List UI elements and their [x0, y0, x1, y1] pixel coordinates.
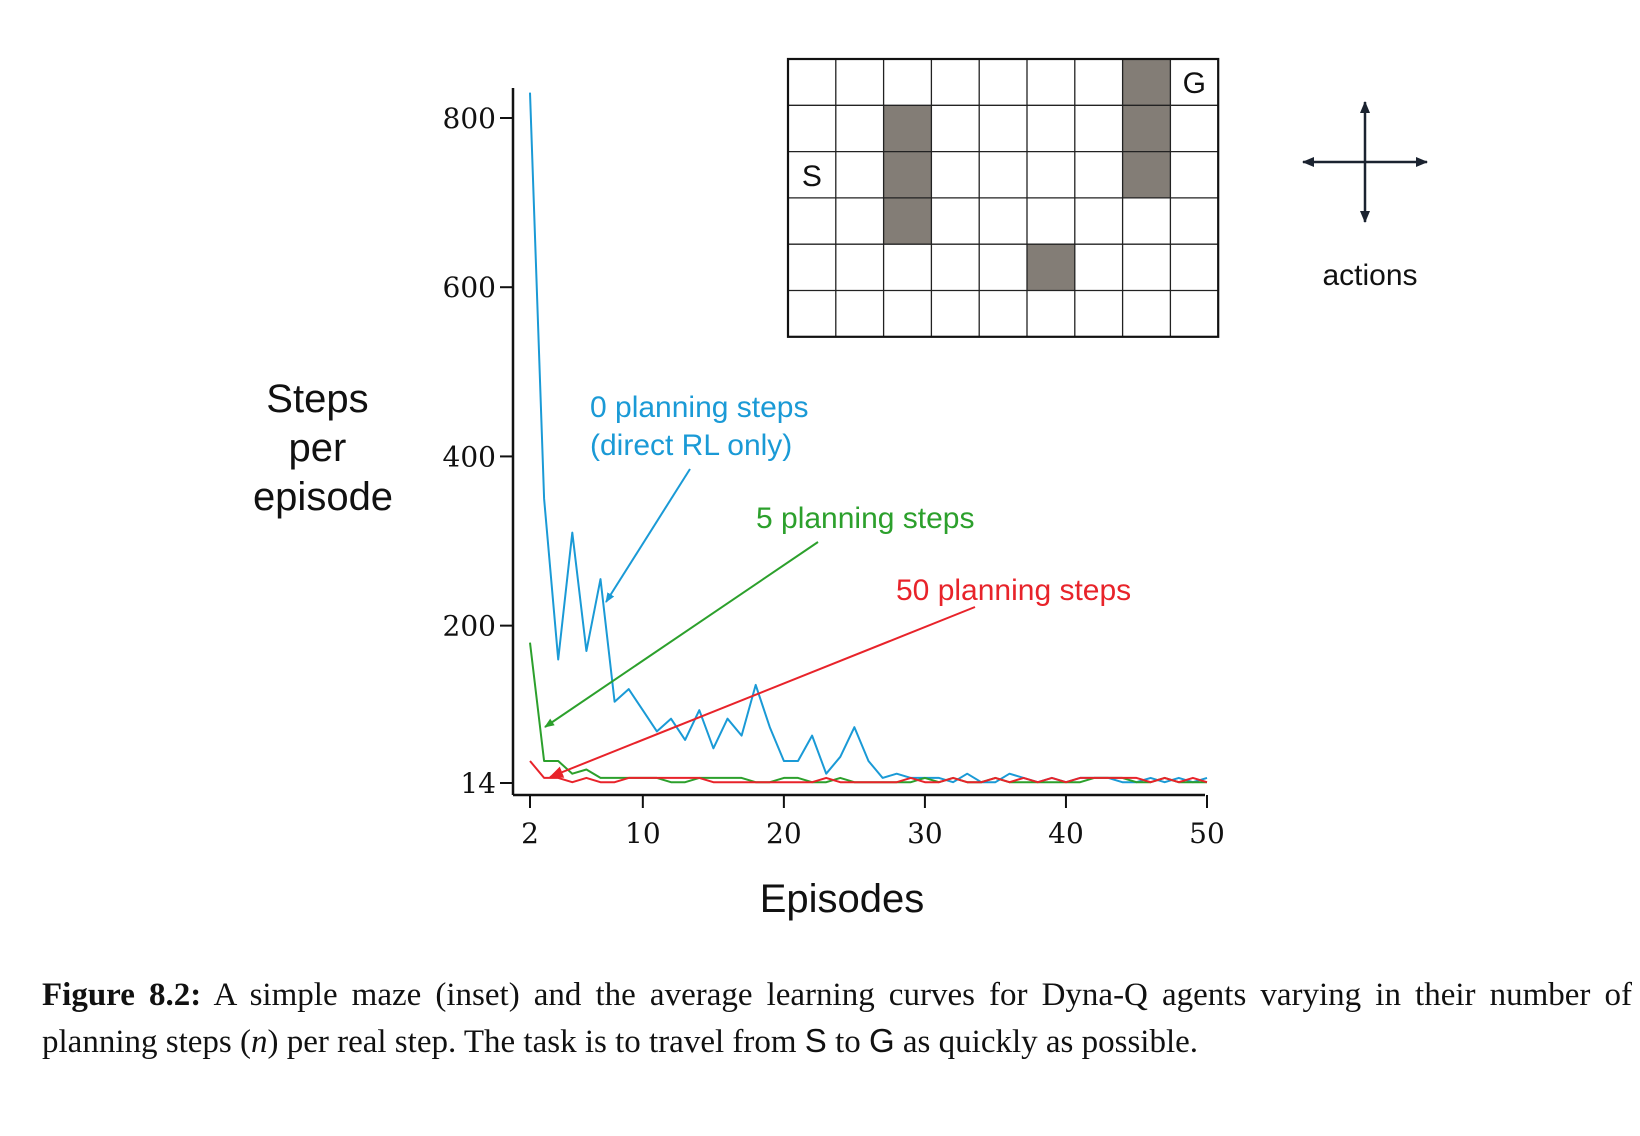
series-1-pointer-arrow: [544, 541, 819, 728]
x-tick-label: 2: [521, 817, 539, 850]
caption-text: A simple maze (inset) and the average le…: [42, 977, 1632, 1060]
caption-text: ) per real step. The task is to travel f…: [267, 1024, 805, 1060]
x-axis-label: Episodes: [760, 877, 925, 921]
series-2-pointer-arrow: [549, 606, 976, 778]
maze-wall-cell: [1122, 151, 1171, 198]
maze-wall-cell: [883, 105, 932, 152]
maze-wall-cell: [883, 151, 932, 198]
caption-goal-symbol: G: [868, 1022, 895, 1059]
maze-inset: SG: [786, 57, 1220, 338]
y-tick-label: 200: [443, 610, 496, 643]
actions-arrows-icon: [1302, 101, 1428, 223]
maze-wall-cell: [1122, 105, 1171, 152]
y-tick-label: 400: [443, 440, 496, 473]
x-tick-label: 30: [907, 817, 943, 850]
caption-label: Figure 8.2:: [42, 977, 202, 1013]
caption-text: as quickly as possible.: [894, 1024, 1199, 1060]
y-axis-label-line: per: [289, 426, 347, 470]
y-tick-label: 14: [460, 767, 496, 800]
y-ticks: 14 200 400 600 800: [443, 102, 513, 800]
series-0-pointer-arrow: [605, 468, 691, 603]
maze-start-label: S: [802, 160, 822, 193]
series-label-0-line: 0 planning steps: [590, 391, 809, 424]
maze-goal-label: G: [1183, 67, 1206, 100]
x-tick-label: 20: [766, 817, 802, 850]
x-tick-label: 50: [1189, 817, 1225, 850]
series-label-1: 5 planning steps: [756, 502, 975, 535]
plot-lines: [529, 92, 1208, 784]
y-axis-label-line: episode: [253, 475, 393, 519]
caption-text: to: [826, 1024, 869, 1060]
caption-math-n: n: [250, 1024, 268, 1060]
figure-caption: Figure 8.2: A simple maze (inset) and th…: [42, 972, 1632, 1065]
y-axis-label-line: Steps: [266, 377, 368, 421]
maze-wall-cell: [1122, 59, 1171, 106]
y-tick-label: 800: [443, 102, 496, 135]
caption-start-symbol: S: [804, 1022, 827, 1059]
x-tick-label: 40: [1048, 817, 1084, 850]
maze-border: [786, 57, 1220, 338]
y-tick-label: 600: [443, 271, 496, 304]
x-ticks: 2 10 20 30 40 50: [521, 795, 1225, 850]
series-label-2: 50 planning steps: [896, 574, 1131, 607]
maze-wall-cell: [883, 197, 932, 245]
actions-label: actions: [1322, 259, 1417, 292]
x-tick-label: 10: [625, 817, 661, 850]
series-label-0-line: (direct RL only): [590, 429, 792, 462]
maze-wall-cell: [1027, 244, 1075, 291]
series-label-0: 0 planning steps (direct RL only): [590, 391, 817, 462]
series-line-2: [529, 760, 1208, 784]
figure-graphic: Steps per episode 14 200 400 600 800 2 10 20 30…: [253, 57, 1428, 921]
y-axis-label: Steps per episode: [253, 377, 393, 519]
